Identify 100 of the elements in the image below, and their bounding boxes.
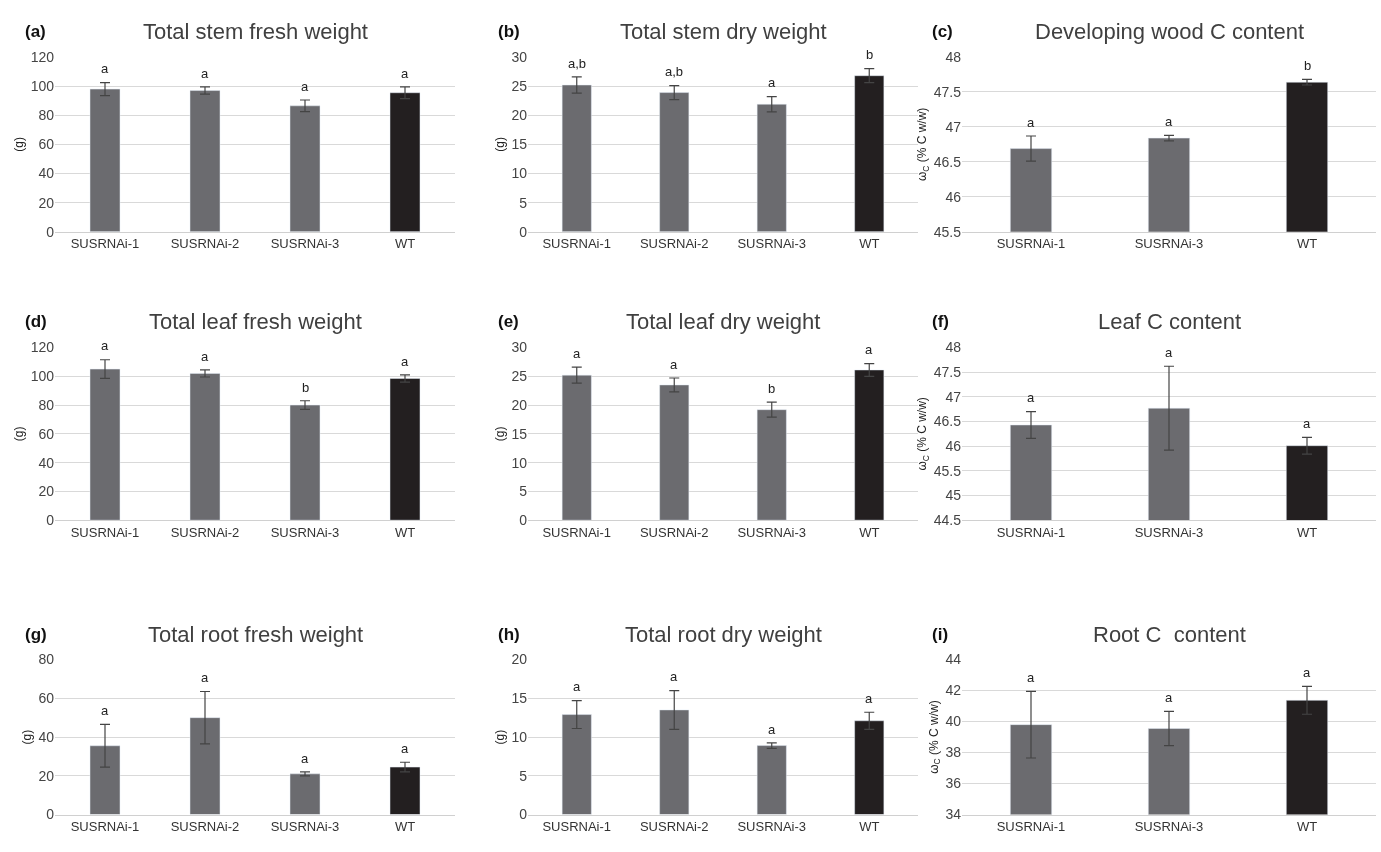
y-tick-label: 20 <box>511 651 528 668</box>
y-tick-label: 80 <box>38 651 55 668</box>
y-tick-label: 40 <box>38 165 55 182</box>
y-tick-label: 46.5 <box>933 153 962 170</box>
y-tick-label: 20 <box>511 396 528 413</box>
y-tick-label: 25 <box>511 368 528 385</box>
y-tick-label: 60 <box>38 690 55 707</box>
y-tick-label: 34 <box>945 806 962 823</box>
annotation: a <box>201 670 209 685</box>
y-axis-title: (g) <box>492 137 507 152</box>
y-tick-label: 5 <box>519 483 528 500</box>
chart-title: Total leaf dry weight <box>626 309 821 334</box>
y-tick-label: 44.5 <box>933 512 962 529</box>
y-tick-label: 0 <box>46 806 55 823</box>
text: (d) <box>25 312 47 331</box>
x-tick-label: WT <box>1296 819 1318 835</box>
y-axis-title: (g) <box>492 426 507 442</box>
y-axis-title: (g) <box>19 729 34 745</box>
annotation: a <box>865 342 873 357</box>
x-tick-label: WT <box>1296 236 1318 252</box>
y-tick-label: 46.5 <box>933 413 962 430</box>
annotation: a <box>1027 115 1035 130</box>
x-tick-label: SUSRNAi-1 <box>542 236 612 252</box>
y-tick-label: 15 <box>511 690 528 707</box>
y-tick-label: 80 <box>38 396 55 413</box>
y-tick-label: 45.5 <box>933 462 962 479</box>
x-tick-label: SUSRNAi-3 <box>1134 236 1204 252</box>
annotation: b <box>866 47 874 62</box>
text: (h) <box>498 625 520 644</box>
x-tick-label: SUSRNAi-3 <box>270 819 340 835</box>
annotation: a <box>101 338 109 353</box>
y-tick-label: 46 <box>945 438 962 455</box>
y-tick-label: 47 <box>945 118 962 135</box>
y-tick-label: 60 <box>38 425 55 442</box>
annotation: a <box>1165 345 1173 360</box>
annotation: a <box>1303 665 1311 680</box>
y-tick-label: 48 <box>945 48 962 65</box>
x-tick-label: SUSRNAi-1 <box>70 236 140 252</box>
y-tick-label: 47 <box>945 388 962 405</box>
annotation: a <box>1027 670 1035 685</box>
x-tick-label: SUSRNAi-2 <box>639 819 709 835</box>
y-tick-label: 10 <box>511 165 528 182</box>
text: (f) <box>932 312 949 331</box>
x-tick-label: SUSRNAi-1 <box>70 524 140 540</box>
annotation: a <box>201 349 209 364</box>
chart-title: Total root dry weight <box>625 622 822 647</box>
y-tick-label: 40 <box>945 713 962 730</box>
y-tick-label: 5 <box>519 194 528 211</box>
annotation: a <box>573 679 581 694</box>
annotation: a <box>1165 690 1173 705</box>
y-axis-title: (g) <box>11 137 26 152</box>
chart-title: Total leaf fresh weight <box>149 309 362 334</box>
x-tick-label: SUSRNAi-1 <box>542 524 612 540</box>
y-tick-label: 100 <box>30 78 55 95</box>
annotation: a <box>301 79 309 94</box>
y-tick-label: 120 <box>30 48 55 65</box>
annotation: a <box>865 691 873 706</box>
text: (c) <box>932 22 953 41</box>
y-tick-label: 20 <box>38 483 55 500</box>
x-tick-label: SUSRNAi-3 <box>1134 524 1204 540</box>
x-tick-label: SUSRNAi-2 <box>639 524 709 540</box>
y-tick-label: 40 <box>38 454 55 471</box>
chart-title: Total root fresh weight <box>148 622 364 647</box>
y-tick-label: 20 <box>511 107 528 124</box>
y-tick-label: 15 <box>511 136 528 153</box>
annotation: a <box>201 66 209 81</box>
x-tick-label: WT <box>394 524 416 540</box>
y-tick-label: 36 <box>945 775 962 792</box>
x-tick-label: SUSRNAi-2 <box>170 819 240 835</box>
y-tick-label: 48 <box>945 339 962 356</box>
y-tick-label: 42 <box>945 682 962 699</box>
y-tick-label: 20 <box>38 767 55 784</box>
x-tick-label: SUSRNAi-2 <box>170 524 240 540</box>
y-tick-label: 10 <box>511 454 528 471</box>
x-tick-label: WT <box>859 236 880 252</box>
annotation: a <box>768 722 776 737</box>
x-tick-label: WT <box>394 236 416 252</box>
annotation: a <box>401 66 409 81</box>
y-tick-label: 47.5 <box>933 83 962 100</box>
x-tick-label: SUSRNAi-3 <box>270 524 340 540</box>
y-tick-label: 38 <box>945 744 962 761</box>
y-axis-title: (g) <box>11 426 26 442</box>
y-tick-label: 10 <box>511 728 528 745</box>
y-tick-label: 0 <box>46 223 55 240</box>
annotation: a <box>670 357 678 372</box>
y-tick-label: 20 <box>38 194 55 211</box>
x-tick-label: SUSRNAi-1 <box>70 819 140 835</box>
y-tick-label: 80 <box>38 107 55 124</box>
x-tick-label: SUSRNAi-1 <box>996 236 1066 252</box>
y-tick-label: 40 <box>38 728 55 745</box>
y-tick-label: 45.5 <box>933 223 962 240</box>
x-tick-label: WT <box>859 819 880 835</box>
y-tick-label: 30 <box>511 339 528 356</box>
y-tick-label: 46 <box>945 188 962 205</box>
annotation: a <box>1165 114 1173 129</box>
y-tick-label: 0 <box>519 223 528 240</box>
chart-title: Leaf C content <box>1098 309 1242 334</box>
annotation: a <box>101 61 109 76</box>
x-tick-label: SUSRNAi-3 <box>737 819 807 835</box>
y-tick-label: 44 <box>945 651 962 668</box>
